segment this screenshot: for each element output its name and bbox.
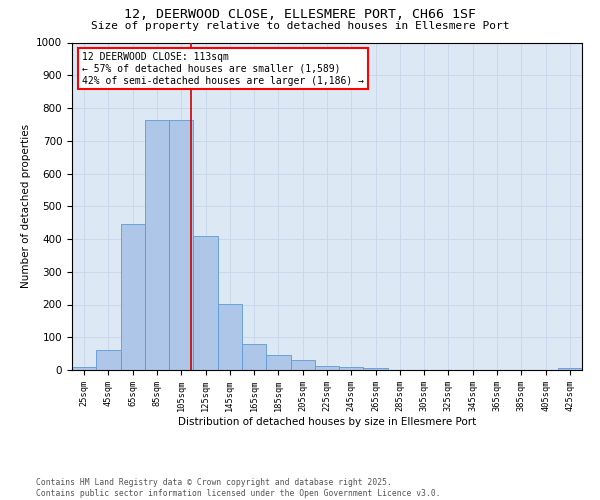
Bar (169, 120, 193, 370)
Bar (558, 368, 582, 370)
Bar (290, 360, 315, 370)
Bar (96, 350, 121, 370)
Bar (72, 366, 96, 370)
X-axis label: Distribution of detached houses by size in Ellesmere Port: Distribution of detached houses by size … (178, 417, 476, 427)
Text: Size of property relative to detached houses in Ellesmere Port: Size of property relative to detached ho… (91, 21, 509, 31)
Bar (242, 344, 266, 370)
Y-axis label: Number of detached properties: Number of detached properties (20, 124, 31, 288)
Bar (145, 120, 169, 370)
Bar (218, 304, 242, 370)
Bar (266, 354, 290, 370)
Text: Contains HM Land Registry data © Crown copyright and database right 2025.
Contai: Contains HM Land Registry data © Crown c… (36, 478, 440, 498)
Text: 12, DEERWOOD CLOSE, ELLESMERE PORT, CH66 1SF: 12, DEERWOOD CLOSE, ELLESMERE PORT, CH66… (124, 8, 476, 20)
Bar (339, 366, 364, 370)
Bar (193, 236, 218, 370)
Bar (121, 224, 145, 370)
Bar (364, 368, 388, 370)
Text: 12 DEERWOOD CLOSE: 113sqm
← 57% of detached houses are smaller (1,589)
42% of se: 12 DEERWOOD CLOSE: 113sqm ← 57% of detac… (82, 52, 364, 86)
Bar (315, 366, 339, 370)
